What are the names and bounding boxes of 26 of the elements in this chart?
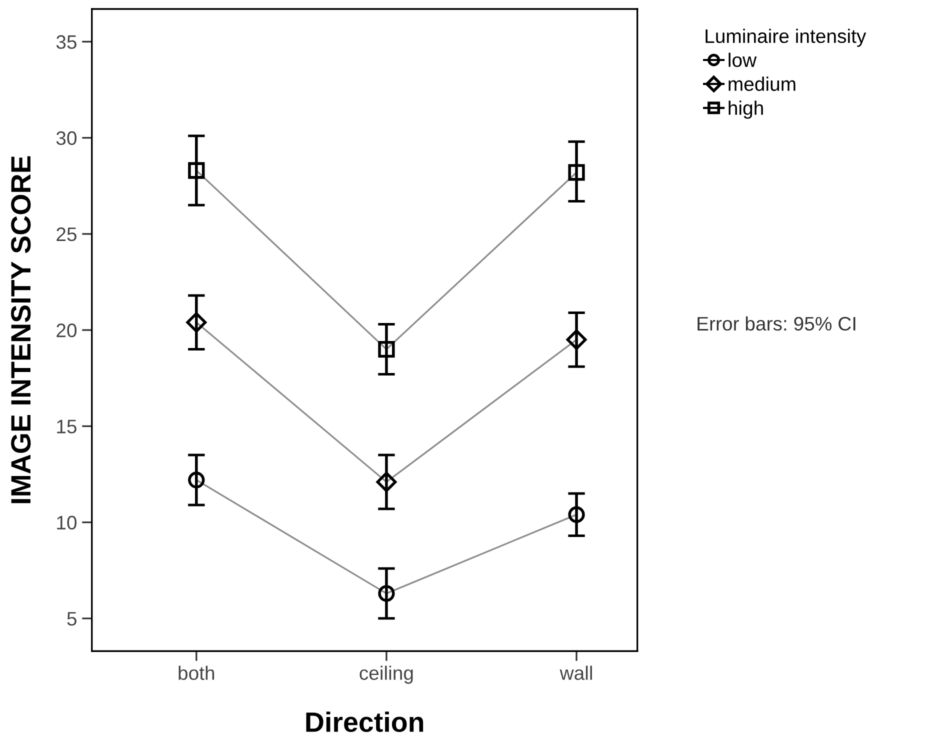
y-tick-label: 10	[57, 516, 77, 530]
text: Error bars: 95% CI	[698, 316, 856, 331]
point	[568, 164, 585, 181]
point	[566, 329, 587, 350]
legend-label: medium	[728, 76, 796, 91]
x-tick-label: wall	[560, 666, 592, 680]
legend-title: Luminaire intensity	[706, 28, 866, 47]
point	[376, 472, 397, 492]
y-tick-label: 15	[57, 420, 76, 434]
y-axis-title: IMAGE INTENSITY SCORE	[11, 156, 31, 504]
y-tick-label: 25	[56, 227, 76, 242]
y-tick-label: 5	[67, 612, 76, 626]
point	[378, 585, 395, 602]
point	[568, 506, 585, 523]
point	[188, 472, 205, 488]
point	[186, 312, 207, 333]
point	[378, 340, 395, 358]
legend-label: high	[728, 100, 763, 119]
point	[188, 162, 205, 179]
y-tick-label: 20	[56, 324, 77, 338]
legend-label: low	[728, 52, 757, 68]
y-tick-label: 30	[56, 131, 77, 146]
x-axis-title: Direction	[306, 712, 424, 732]
x-tick-label: ceiling	[360, 666, 413, 684]
x-tick-label: both	[178, 666, 214, 680]
y-tick-label: 35	[56, 35, 76, 49]
